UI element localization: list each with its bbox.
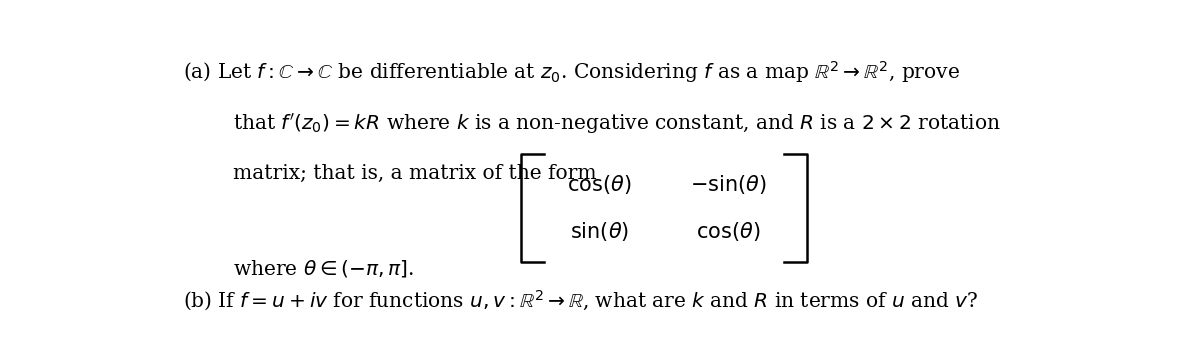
Text: $\cos(\theta)$: $\cos(\theta)$ xyxy=(568,173,632,196)
Text: that $f'(z_0) = kR$ where $k$ is a non-negative constant, and $R$ is a $2 \times: that $f'(z_0) = kR$ where $k$ is a non-n… xyxy=(233,112,1001,136)
Text: $\sin(\theta)$: $\sin(\theta)$ xyxy=(570,221,630,244)
Text: where $\theta \in (-\pi, \pi]$.: where $\theta \in (-\pi, \pi]$. xyxy=(233,258,415,279)
Text: $-\sin(\theta)$: $-\sin(\theta)$ xyxy=(690,173,767,196)
Text: matrix; that is, a matrix of the form: matrix; that is, a matrix of the form xyxy=(233,163,596,183)
Text: $\cos(\theta)$: $\cos(\theta)$ xyxy=(696,221,760,244)
Text: (a) Let $f: \mathbb{C} \to \mathbb{C}$ be differentiable at $z_0$. Considering $: (a) Let $f: \mathbb{C} \to \mathbb{C}$ b… xyxy=(183,60,960,86)
Text: (b) If $f = u + iv$ for functions $u, v: \mathbb{R}^2 \to \mathbb{R}$, what are : (b) If $f = u + iv$ for functions $u, v:… xyxy=(183,289,979,313)
